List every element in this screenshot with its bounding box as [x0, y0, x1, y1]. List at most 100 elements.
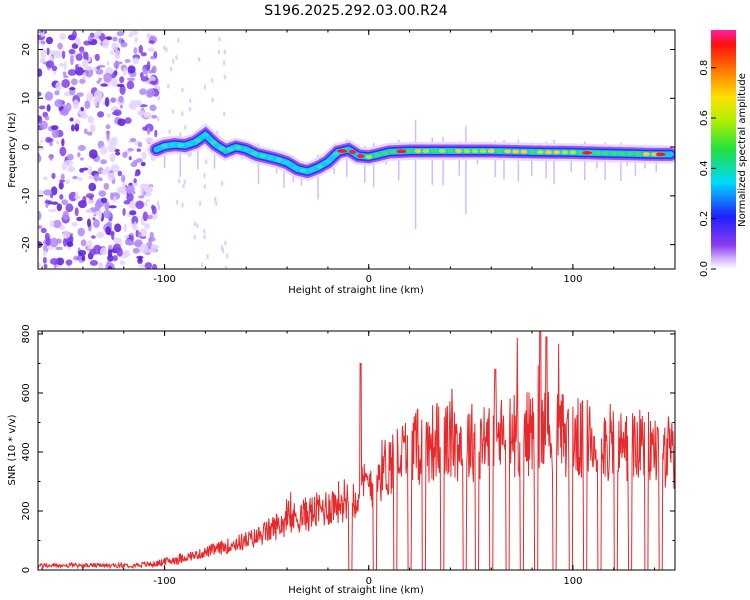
- noise-blob: [49, 153, 53, 161]
- noise-blob: [67, 165, 76, 173]
- ridge-core: [561, 150, 569, 155]
- noise-blob: [138, 44, 144, 54]
- y-tick-label: 0: [21, 144, 32, 150]
- noise-blob: [89, 259, 99, 266]
- noise-blob: [110, 192, 114, 201]
- noise-blob: [38, 142, 41, 147]
- noise-blob: [107, 143, 116, 153]
- noise-blob: [157, 86, 161, 92]
- noise-blob: [55, 140, 60, 145]
- noise-blob: [80, 114, 89, 119]
- noise-blob: [43, 264, 48, 269]
- noise-blob: [86, 92, 94, 102]
- noise-blob: [124, 234, 130, 239]
- noise-blob: [119, 76, 125, 84]
- noise-blob: [221, 248, 225, 254]
- noise-blob: [59, 62, 64, 67]
- noise-blob: [38, 225, 43, 229]
- noise-blob: [116, 31, 125, 37]
- noise-blob: [45, 36, 53, 45]
- noise-blob: [95, 68, 104, 75]
- x-tick-label: 100: [563, 576, 582, 587]
- noise-blob: [114, 49, 121, 60]
- ridge-core: [291, 165, 299, 170]
- noise-blob: [110, 77, 118, 87]
- x-tick-label: 0: [366, 274, 372, 285]
- y-tick-label: 0: [21, 567, 32, 573]
- noise-blob: [77, 144, 86, 152]
- ridge-core: [250, 151, 258, 156]
- noise-blob: [112, 255, 118, 262]
- noise-blob: [128, 156, 132, 161]
- noise-blob: [163, 45, 166, 51]
- noise-blob: [200, 262, 204, 268]
- noise-blob: [79, 51, 84, 55]
- noise-blob: [86, 239, 93, 250]
- noise-blob: [149, 80, 158, 85]
- noise-blob: [133, 47, 138, 54]
- ridge-core: [218, 146, 226, 151]
- noise-blob: [98, 262, 104, 269]
- noise-blob: [39, 57, 46, 64]
- ridge-core: [267, 155, 275, 160]
- noise-blob: [133, 159, 138, 165]
- noise-blob: [142, 211, 149, 222]
- x-tick-label: -100: [153, 576, 176, 587]
- ridge-core: [569, 150, 577, 155]
- noise-blob: [128, 32, 134, 38]
- noise-blob: [177, 37, 180, 43]
- noise-blob: [74, 123, 80, 132]
- noise-blob: [147, 47, 155, 53]
- noise-blob: [137, 231, 142, 239]
- noise-blob: [40, 40, 46, 45]
- noise-blob: [126, 80, 135, 90]
- noise-blob: [87, 199, 95, 205]
- noise-blob: [99, 146, 108, 155]
- noise-blob: [92, 31, 102, 37]
- noise-blob: [38, 146, 45, 151]
- noise-blob: [113, 61, 120, 69]
- noise-blob: [52, 219, 62, 229]
- noise-blob: [124, 117, 132, 124]
- y-tick-label: -20: [21, 236, 32, 252]
- noise-blob: [135, 158, 143, 163]
- noise-blob: [146, 214, 153, 220]
- noise-blob: [181, 87, 184, 93]
- noise-blob: [144, 137, 154, 143]
- ridge-core: [463, 148, 471, 153]
- noise-blob: [98, 210, 103, 220]
- noise-blob: [149, 185, 153, 193]
- noise-blob: [168, 129, 171, 135]
- noise-blob: [79, 168, 85, 173]
- ridge-peak: [396, 149, 407, 154]
- noise-blob: [65, 259, 73, 266]
- noise-blob: [175, 199, 179, 205]
- noise-blob: [139, 88, 147, 96]
- noise-blob: [128, 103, 135, 109]
- spectrogram-xlabel: Height of straight line (km): [288, 285, 424, 296]
- noise-blob: [81, 254, 86, 262]
- ridge-core: [193, 138, 201, 143]
- spectrogram-ylabel: Frequency (Hz): [7, 112, 18, 188]
- noise-blob: [126, 212, 131, 218]
- ridge-core: [528, 149, 536, 154]
- noise-blob: [71, 222, 78, 227]
- noise-blob: [39, 120, 48, 130]
- ridge-core: [479, 148, 487, 153]
- noise-blob: [220, 181, 224, 187]
- ridge-core: [438, 148, 446, 153]
- ridge-core: [259, 153, 267, 158]
- ridge-core: [593, 151, 601, 156]
- noise-blob: [106, 113, 111, 118]
- noise-blob: [214, 196, 217, 202]
- noise-blob: [38, 154, 42, 163]
- ridge-core: [455, 148, 463, 153]
- noise-blob: [146, 127, 151, 135]
- noise-blob: [151, 114, 158, 119]
- noise-blob: [104, 201, 110, 211]
- noise-blob: [100, 159, 108, 165]
- ridge-core: [357, 154, 365, 159]
- noise-blob: [156, 201, 160, 207]
- spectrogram-frame: [37, 29, 676, 270]
